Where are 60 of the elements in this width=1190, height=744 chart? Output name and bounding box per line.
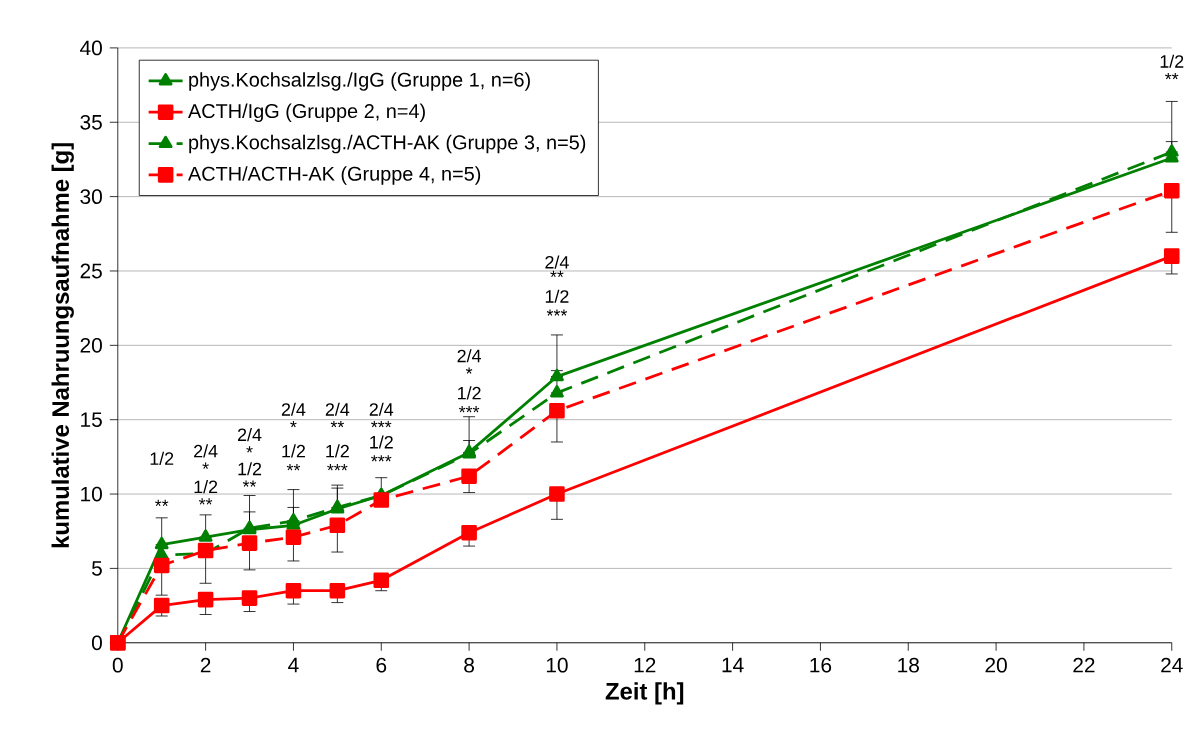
x-tick-label: 16: [810, 658, 832, 673]
y-tick-label: 15: [81, 412, 102, 428]
annotation: *: [202, 462, 209, 470]
annotation: *: [246, 446, 253, 453]
annotation: 1/2: [370, 435, 393, 449]
x-tick-label: 8: [464, 658, 474, 673]
y-tick-label: 0: [91, 635, 102, 651]
x-tick-label: 2: [200, 658, 211, 673]
annotation: ***: [371, 455, 392, 462]
legend-label: ACTH/IgG (Gruppe 2, n=4): [188, 103, 425, 123]
annotation: 1/2: [282, 444, 305, 458]
legend-label: phys.Kochsalzlsg./ACTH-AK (Gruppe 3, n=5): [189, 135, 586, 154]
annotation: ***: [327, 464, 348, 471]
annotation: 1/2: [238, 462, 262, 476]
x-tick-label: 4: [288, 658, 299, 673]
annotation: 2/4: [545, 255, 569, 269]
annotation: ***: [371, 421, 392, 428]
annotation: 1/2: [1160, 54, 1184, 69]
annotation: 2/4: [369, 402, 394, 417]
annotation: 1/2: [326, 444, 349, 458]
annotation: **: [242, 480, 257, 487]
x-tick-label: 0: [112, 658, 123, 673]
annotation: 1/2: [545, 289, 569, 304]
y-axis-title: kumulative Nahruungsaufnahme [g]: [51, 143, 74, 548]
annotation: 1/2: [194, 480, 218, 494]
annotation: **: [1165, 73, 1179, 80]
y-tick-label: 10: [81, 486, 102, 502]
x-tick-label: 22: [1073, 658, 1095, 673]
annotation: **: [155, 499, 169, 507]
y-tick-label: 30: [80, 189, 102, 205]
x-tick-label: 6: [376, 658, 387, 673]
annotation: 2/4: [281, 402, 306, 417]
y-tick-label: 35: [80, 115, 102, 130]
annotation: **: [198, 498, 213, 505]
annotation: **: [330, 421, 345, 428]
x-tick-label: 14: [722, 658, 744, 673]
legend-label: phys.Kochsalzlsg./IgG (Gruppe 1, n=6): [189, 72, 530, 91]
x-axis-title: Zeit [h]: [605, 682, 684, 705]
y-tick-label: 25: [80, 263, 102, 279]
annotation: 2/4: [457, 349, 482, 363]
annotation: 1/2: [150, 451, 174, 466]
y-tick-label: 5: [92, 561, 102, 576]
annotation: *: [290, 421, 297, 428]
x-tick-label: 12: [634, 658, 656, 673]
annotation: 2/4: [325, 402, 350, 417]
annotation: 2/4: [237, 428, 262, 442]
x-tick-label: 24: [1161, 658, 1183, 673]
legend-label: ACTH/ACTH-AK (Gruppe 4, n=5): [188, 166, 481, 185]
x-tick-label: 18: [898, 658, 919, 673]
annotation: *: [465, 367, 473, 374]
y-tick-label: 20: [80, 338, 102, 353]
annotation: ***: [458, 406, 480, 413]
x-tick-label: 10: [546, 658, 568, 673]
annotation: 2/4: [194, 444, 218, 458]
y-tick-label: 40: [80, 40, 102, 56]
annotation: **: [550, 270, 564, 278]
annotation: ***: [546, 309, 568, 316]
annotation: 1/2: [458, 386, 481, 400]
x-tick-label: 20: [985, 658, 1007, 673]
annotation: **: [286, 464, 301, 471]
